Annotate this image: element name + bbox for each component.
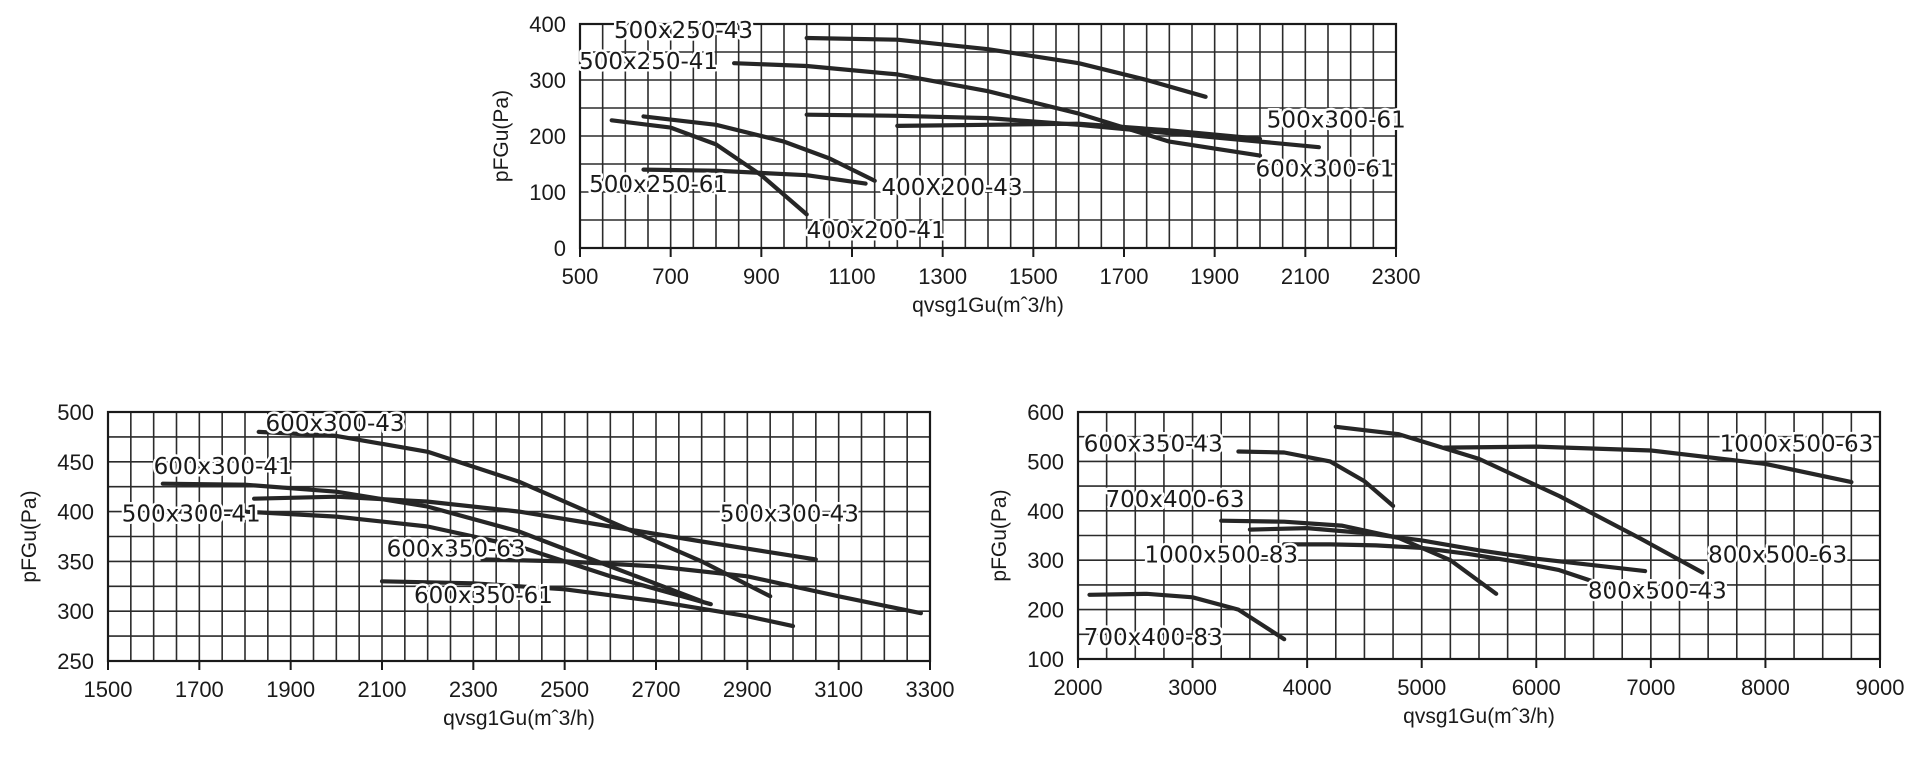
chart0-y-axis-title: pFGu(Pa) [490,90,513,182]
chart0-curve-500x300-61 [804,112,1321,150]
chart0-xtick-label-2100: 2100 [1281,264,1330,289]
chart0-plot-frame [578,22,1398,250]
chart0-ytick-label-300: 300 [529,68,566,93]
chart0-x-axis-title: qvsg1Gu(mˆ3/h) [912,294,1064,317]
chart0-xtick-label-700: 700 [652,264,689,289]
chart0-label-600x300-61: 600x300-61 [1255,156,1394,182]
chart0-xtick-label-500: 500 [562,264,599,289]
chart0-xtick-label-2300: 2300 [1372,264,1421,289]
chart0-curve-500x250-41 [732,61,1263,158]
chart0-label-400x200-43: 400X200-43 [881,175,1022,201]
chart0-xtick-label-1500: 1500 [1009,264,1058,289]
chart0-xtick-label-1300: 1300 [918,264,967,289]
chart0-ytick-label-100: 100 [529,180,566,205]
chart0-ytick-label-200: 200 [529,124,566,149]
chart0-label-500x250-43: 500x250-43 [614,18,753,44]
chart0-ytick-label-0: 0 [554,236,566,261]
chart0-xtick-label-900: 900 [743,264,780,289]
chart0-curve-400x200-43 [641,114,877,183]
chart0-xtick-label-1700: 1700 [1100,264,1149,289]
chart0-label-500x250-41: 500x250-41 [579,49,718,75]
chart0-xtick-label-1100: 1100 [828,264,875,289]
chart0-curve-500x250-61 [641,167,868,186]
chart0-label-500x300-61: 500x300-61 [1267,108,1406,134]
chart0-label-500x250-61: 500x250-61 [589,172,728,198]
chart0-curve-500x250-43 [804,35,1208,99]
chart0-curve-600x300-61 [895,121,1263,141]
chart0-curve-400x200-41 [609,118,809,217]
chart0-xtick-label-1900: 1900 [1190,264,1239,289]
chart0-ytick-label-400: 400 [529,12,566,37]
chart0-label-400x200-41: 400x200-41 [807,218,946,244]
